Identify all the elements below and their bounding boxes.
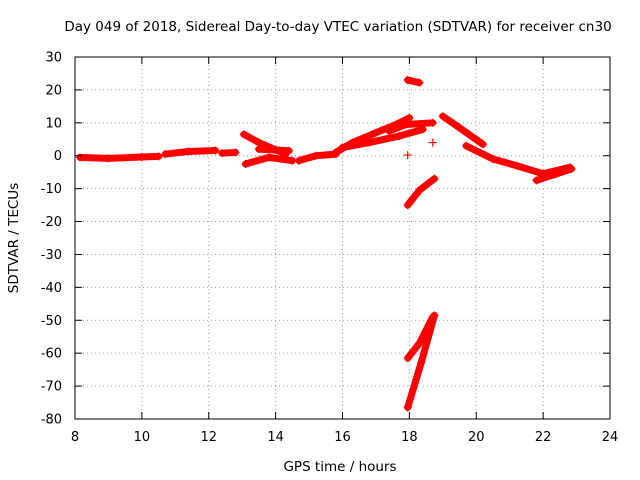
tick-layer: 8 10 12 14 16 18 20 22 24 30 20 10 0 -10 -20 -30 -40 -50 -… [41, 51, 619, 446]
data-point [403, 201, 412, 210]
x-tick-label: 24 [602, 430, 619, 445]
x-tick-label: 20 [468, 430, 485, 445]
x-axis-label: GPS time / hours [283, 459, 396, 475]
data-point [438, 112, 447, 121]
series-seg-f [241, 153, 297, 168]
series-trace [76, 152, 163, 162]
data-point [137, 153, 146, 162]
x-tick-label: 12 [200, 430, 217, 445]
data-point [104, 154, 113, 163]
series-seg-l [403, 151, 412, 160]
series-seg-b [161, 146, 220, 159]
data-point [288, 156, 297, 165]
chart-title: Day 049 of 2018, Sidereal Day-to-day VTE… [64, 19, 611, 35]
y-tick-label: 20 [45, 83, 62, 98]
data-point [478, 140, 487, 149]
series-trace [462, 142, 574, 178]
grid-layer [75, 57, 610, 419]
series-seg-m [428, 138, 437, 147]
data-point [338, 143, 347, 152]
y-tick-label: 30 [45, 51, 62, 66]
x-tick-label: 16 [334, 430, 351, 445]
y-tick-label: -20 [41, 215, 62, 230]
y-tick-label: 10 [45, 116, 62, 131]
data-point [532, 176, 541, 185]
x-tick-label: 22 [535, 430, 552, 445]
data-point [285, 146, 293, 155]
data-point [403, 76, 412, 85]
data-point [161, 150, 170, 159]
data-point [428, 138, 437, 147]
data-point [331, 148, 340, 157]
y-tick-label: -80 [41, 413, 62, 428]
data-point [218, 149, 227, 158]
data-point [402, 120, 411, 129]
series-seg-g [295, 150, 340, 165]
series-seg-n [403, 174, 439, 210]
data-point [415, 339, 424, 348]
series-seg-j [385, 118, 437, 136]
series-trace [404, 175, 438, 209]
x-tick-label: 8 [71, 430, 79, 445]
data-point [184, 147, 193, 156]
series-trace [339, 125, 427, 151]
data-point [385, 127, 394, 136]
series-trace [255, 145, 293, 155]
y-tick-label: -30 [41, 248, 62, 263]
series-seg-k [403, 76, 424, 87]
data-point [76, 153, 85, 162]
data-point [405, 113, 414, 122]
data-point [415, 78, 424, 87]
series-seg-o [438, 112, 487, 149]
x-tick-label: 10 [134, 430, 151, 445]
y-tick-label: 0 [54, 149, 62, 164]
series-seg-i [338, 125, 427, 152]
data-point [430, 174, 439, 183]
data-point [415, 186, 424, 195]
data-point [254, 145, 263, 154]
data-point [154, 152, 163, 161]
data-point [264, 153, 273, 162]
data-point [365, 138, 374, 147]
data-point [488, 155, 497, 164]
data-point [552, 169, 561, 178]
y-tick-label: -10 [41, 182, 62, 197]
series-trace [295, 150, 340, 165]
data-point [211, 146, 220, 155]
y-tick-label: -50 [41, 314, 62, 329]
y-tick-label: -60 [41, 347, 62, 362]
data-point [295, 156, 304, 165]
data-point [403, 354, 412, 363]
series-seg-e [254, 145, 293, 155]
y-tick-label: -40 [41, 281, 62, 296]
data-point [311, 151, 320, 160]
data-point [428, 118, 437, 127]
data-point [231, 148, 240, 157]
data-point [241, 159, 250, 168]
data-point [455, 123, 464, 132]
y-axis-label: SDTVAR / TECUs [6, 183, 22, 293]
data-point [403, 403, 412, 412]
series-seg-c [218, 148, 240, 158]
data-point [371, 128, 380, 137]
data-point [395, 131, 404, 140]
data-point [239, 130, 248, 139]
data-layer [76, 76, 576, 412]
y-tick-label: -70 [41, 380, 62, 395]
series-seg-s [403, 311, 439, 412]
data-point [403, 151, 412, 160]
series-trace [439, 112, 487, 148]
x-tick-label: 14 [267, 430, 284, 445]
data-point [567, 164, 576, 173]
x-tick-label: 18 [401, 430, 418, 445]
data-point [417, 359, 426, 368]
series-seg-q [532, 164, 576, 185]
series-seg-a [76, 152, 163, 163]
data-point [430, 311, 439, 320]
data-point [462, 141, 471, 150]
data-point [512, 161, 521, 170]
